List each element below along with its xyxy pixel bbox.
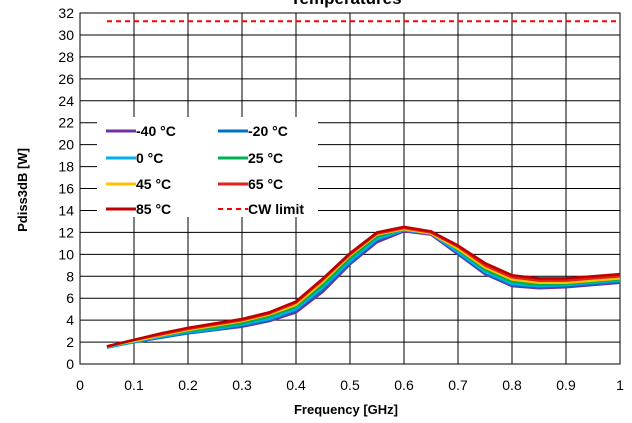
chart-legend: -40 °C -20 °C 0 °C 25 °C 45 °C 65 °C 85 °C CW l…: [97, 117, 318, 217]
x-tick-label: 1: [616, 377, 624, 393]
x-tick-label: 0.4: [286, 377, 306, 393]
y-tick-label: 4: [66, 312, 74, 328]
y-tick-label: 6: [66, 290, 74, 306]
x-axis-title: Frequency [GHz]: [294, 402, 398, 417]
y-tick-label: 14: [58, 202, 74, 218]
y-tick-label: 32: [58, 5, 74, 21]
legend-label-6: 85 °C: [136, 201, 171, 217]
chart-axes: [79, 12, 621, 365]
plot-frame: [79, 12, 621, 365]
x-tick-label: 0.5: [340, 377, 360, 393]
x-tick-label: 0.6: [394, 377, 414, 393]
y-tick-label: 2: [66, 334, 74, 350]
y-tick-label: 8: [66, 268, 74, 284]
x-tick-label: 0: [76, 377, 84, 393]
legend-label-3: 25 °C: [248, 150, 283, 166]
x-tick-label: 0.2: [178, 377, 198, 393]
legend-label-4: 45 °C: [136, 176, 171, 192]
y-tick-label: 24: [58, 93, 74, 109]
y-tick-label: 18: [58, 159, 74, 175]
x-tick-label: 0.1: [124, 377, 144, 393]
y-tick-label: 16: [58, 181, 74, 197]
y-tick-label: 26: [58, 71, 74, 87]
y-tick-label: 0: [66, 356, 74, 372]
legend-label-1: -20 °C: [248, 123, 288, 139]
y-tick-label: 22: [58, 115, 74, 131]
x-tick-label: 0.8: [502, 377, 522, 393]
y-tick-label: 12: [58, 224, 74, 240]
chart-tick-labels: 0 0.1 0.2 0.3 0.4 0.5 0.6 0.7 0.8 0.9 102468101214…: [58, 5, 624, 393]
y-axis-title: Pdiss3dB [W]: [15, 148, 30, 232]
y-tick-label: 10: [58, 246, 74, 262]
legend-label-0: -40 °C: [136, 123, 176, 139]
x-tick-label: 0.3: [232, 377, 252, 393]
y-tick-label: 20: [58, 137, 74, 153]
x-tick-label: 0.9: [556, 377, 576, 393]
y-tick-label: 28: [58, 49, 74, 65]
legend-box: [97, 117, 318, 217]
y-tick-label: 30: [58, 27, 74, 43]
x-tick-label: 0.7: [448, 377, 468, 393]
chart-series: [106, 20, 621, 349]
chart-title: Temperatures: [290, 0, 401, 8]
legend-label-5: 65 °C: [248, 176, 283, 192]
series-line-6: [106, 225, 621, 348]
legend-label-2: 0 °C: [136, 150, 163, 166]
legend-label-7: CW limit: [248, 201, 304, 217]
series-line-3: [106, 227, 621, 348]
